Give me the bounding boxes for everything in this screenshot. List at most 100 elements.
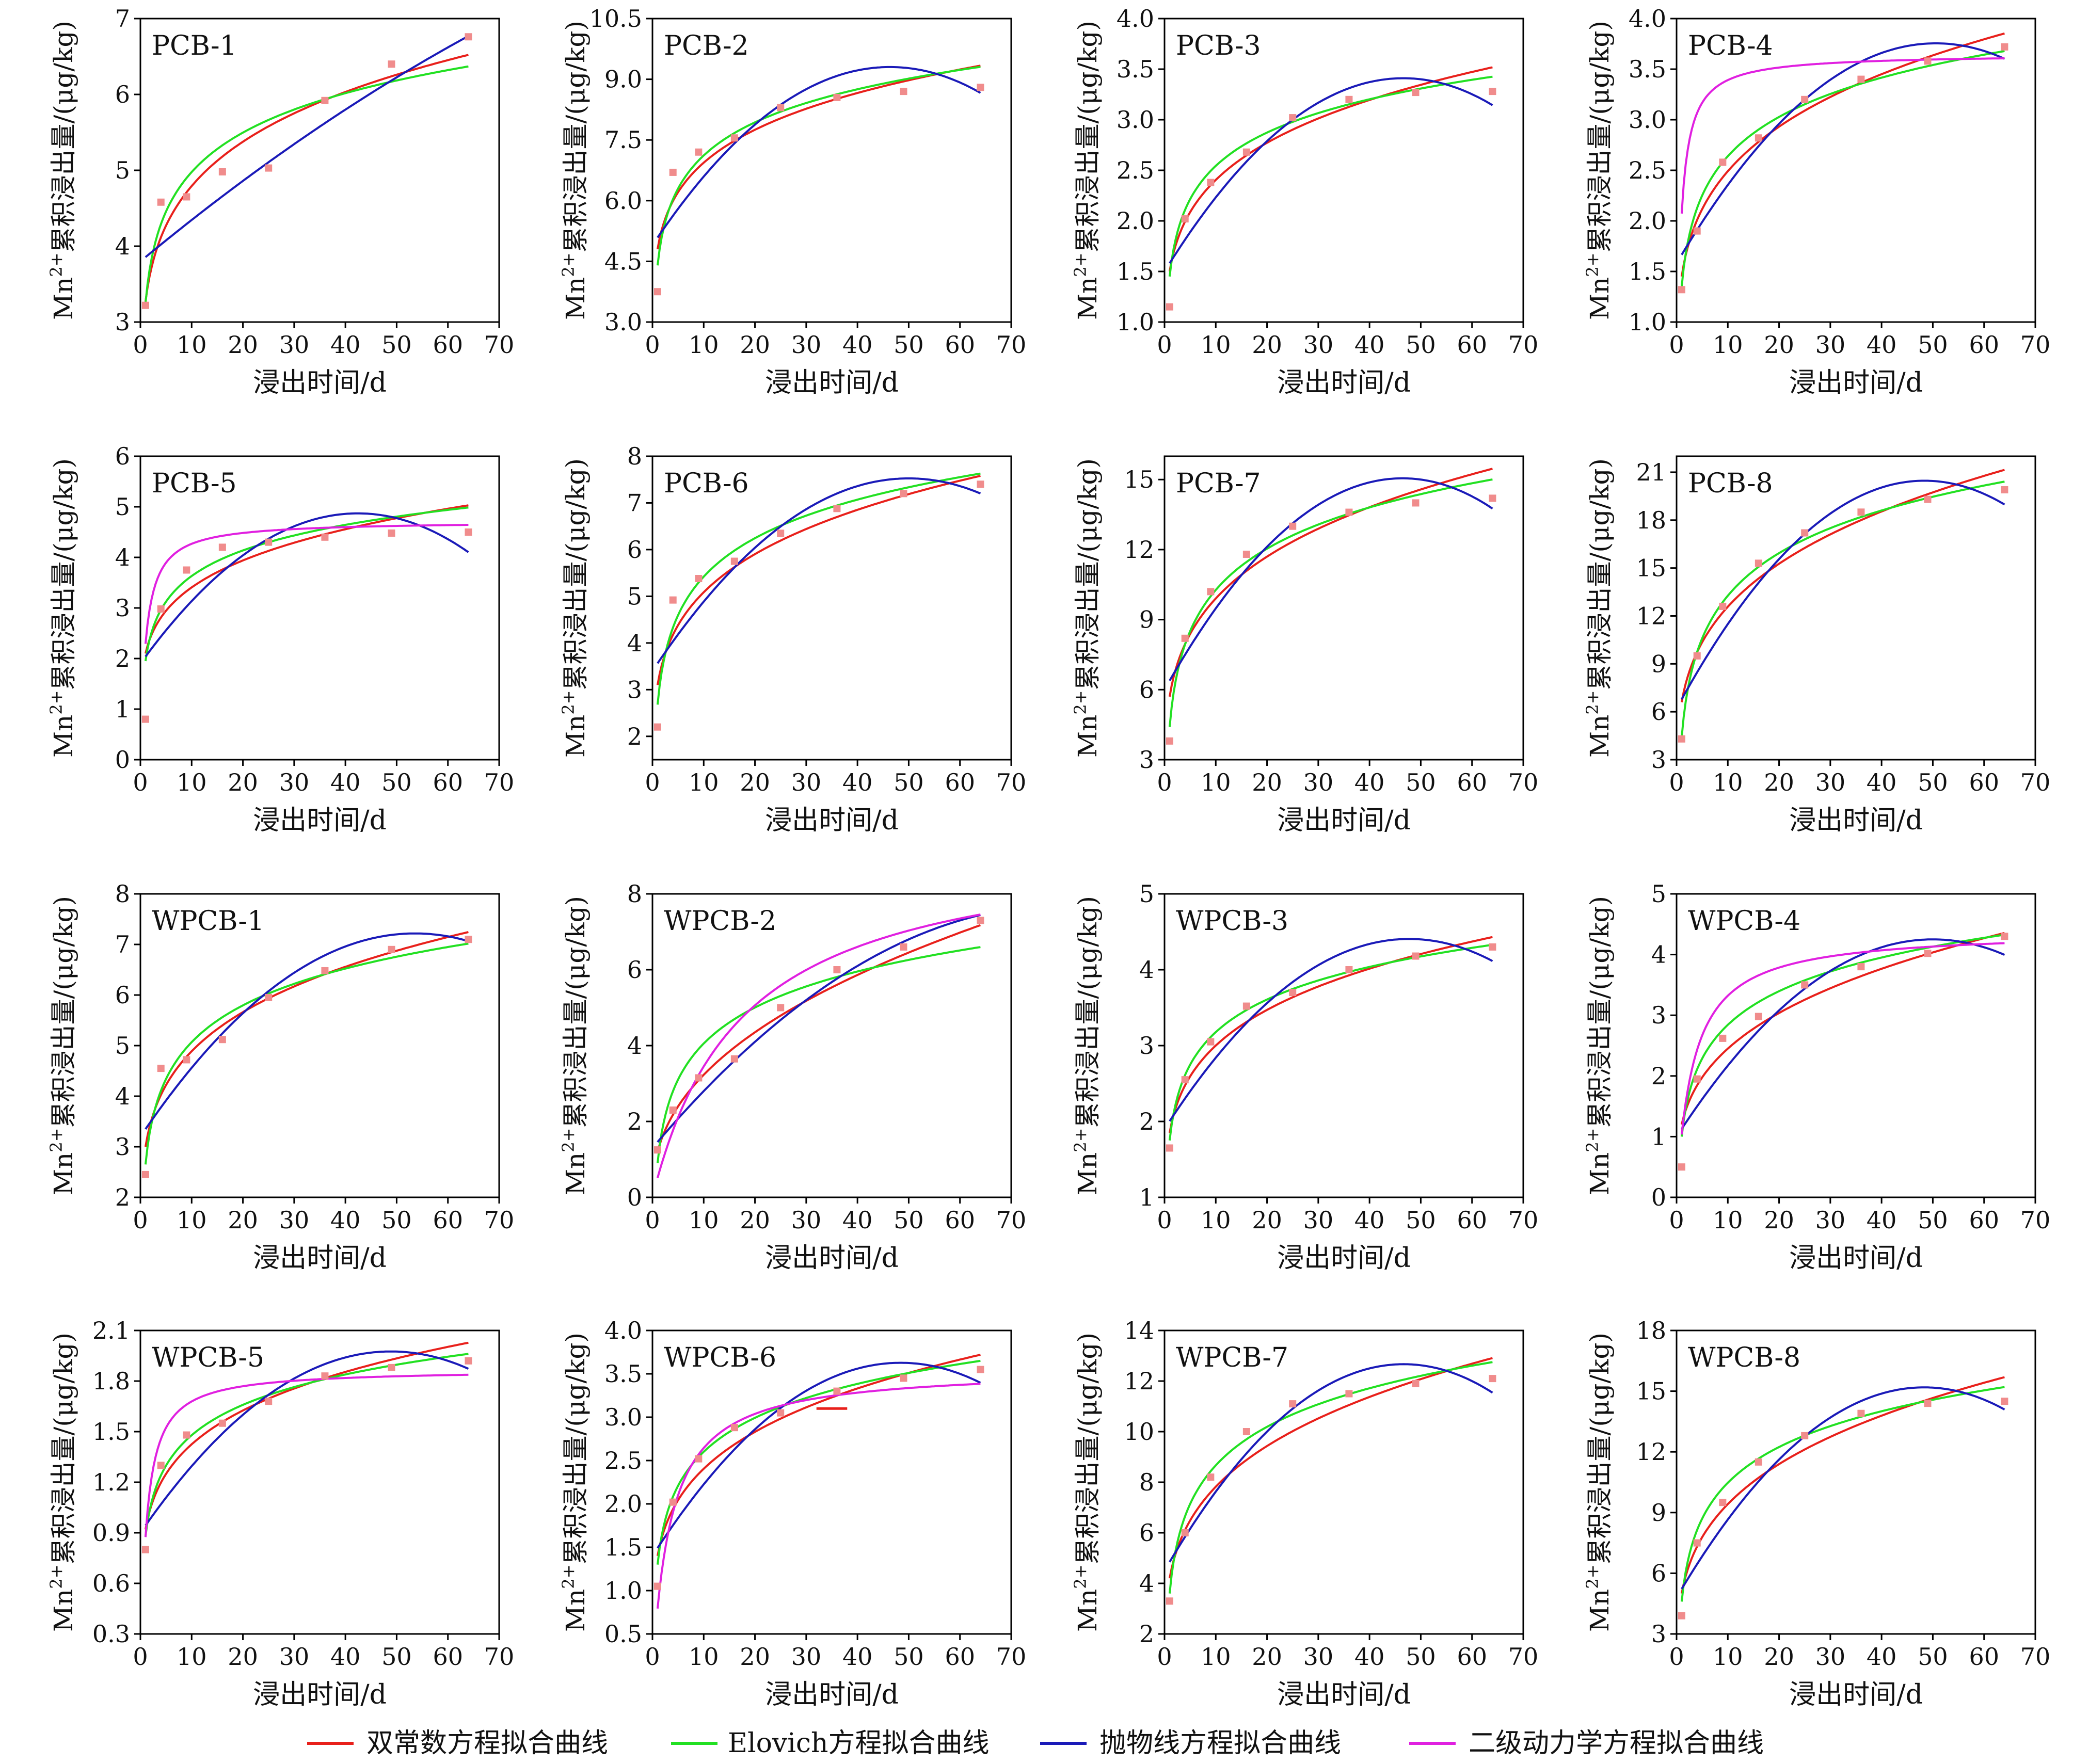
panel-title: WPCB-8 bbox=[1688, 1342, 1800, 1373]
y-tick-label: 6 bbox=[115, 442, 130, 470]
x-tick-label: 50 bbox=[1406, 1206, 1436, 1234]
x-tick-label: 0 bbox=[133, 1206, 148, 1234]
fit-curve-quad bbox=[1169, 1363, 1493, 1563]
y-tick-label: 15 bbox=[1636, 554, 1666, 582]
fit-curve-power bbox=[144, 931, 469, 1147]
y-tick-label: 7 bbox=[115, 931, 130, 958]
x-tick-label: 70 bbox=[484, 331, 515, 359]
data-point bbox=[833, 1387, 841, 1395]
x-tick-label: 40 bbox=[1867, 1206, 1897, 1234]
y-tick-label: 8 bbox=[627, 880, 642, 908]
data-point bbox=[465, 936, 472, 943]
x-tick-label: 60 bbox=[945, 331, 975, 359]
x-tick-label: 10 bbox=[1713, 768, 1743, 796]
data-point bbox=[833, 93, 841, 101]
y-axis-label: Mn2+累积浸出量/(μg/kg) bbox=[46, 21, 78, 320]
data-point bbox=[730, 134, 738, 142]
x-tick-label: 30 bbox=[791, 331, 822, 359]
data-point bbox=[1801, 981, 1809, 989]
y-tick-label: 2 bbox=[627, 1108, 642, 1135]
y-axis-label: Mn2+累积浸出量/(μg/kg) bbox=[1071, 1333, 1103, 1632]
y-tick-label: 1.5 bbox=[1117, 258, 1154, 285]
data-point bbox=[977, 84, 984, 91]
y-tick-label: 21 bbox=[1636, 458, 1666, 486]
y-tick-label: 5 bbox=[1651, 880, 1666, 908]
y-tick-label: 6 bbox=[1139, 1519, 1154, 1547]
fit-curve-log bbox=[144, 65, 469, 303]
data-point bbox=[388, 529, 395, 537]
fit-curve-quad bbox=[1169, 77, 1493, 264]
fit-curve-power bbox=[1680, 932, 2005, 1125]
data-point bbox=[777, 1004, 785, 1012]
x-tick-label: 60 bbox=[433, 768, 463, 796]
legend-label-elovich: Elovich方程拟合曲线 bbox=[728, 1728, 990, 1759]
fit-curve-pso bbox=[1680, 57, 2005, 214]
data-point bbox=[183, 1431, 190, 1439]
x-axis-label: 浸出时间/d bbox=[1789, 367, 1923, 398]
x-tick-label: 40 bbox=[842, 331, 873, 359]
x-tick-label: 40 bbox=[330, 768, 361, 796]
x-tick-label: 0 bbox=[645, 1206, 660, 1234]
y-tick-label: 7 bbox=[115, 5, 130, 33]
fit-curve-log bbox=[1168, 943, 1493, 1141]
fit-curves bbox=[1680, 32, 2005, 287]
x-tick-label: 60 bbox=[433, 331, 463, 359]
data-point bbox=[777, 104, 785, 111]
panel-pcb-7: 0 10 20 30 40 50 60 70 3 6 9 12 15 浸出时间/d Mn2+累积浸出量/(μ… bbox=[1071, 455, 1538, 836]
panel-title: PCB-3 bbox=[1176, 30, 1261, 61]
x-tick-label: 0 bbox=[1157, 1643, 1172, 1671]
fit-curve-quad bbox=[145, 35, 469, 258]
x-axis-label: 浸出时间/d bbox=[253, 367, 387, 398]
y-axis-label: Mn2+累积浸出量/(μg/kg) bbox=[559, 1333, 591, 1632]
data-point bbox=[1924, 495, 1932, 503]
y-tick-label: 3.0 bbox=[604, 308, 642, 336]
x-tick-label: 70 bbox=[2020, 1643, 2051, 1671]
data-point bbox=[777, 530, 785, 537]
data-point bbox=[695, 148, 703, 156]
x-axis-label: 浸出时间/d bbox=[253, 1243, 387, 1274]
panel-wpcb-6: 0 10 20 30 40 50 60 70 0.5 1.0 1.5 2.0 2.5 3.0 3.5 4.0 浸… bbox=[559, 1317, 1026, 1710]
data-point bbox=[1693, 652, 1701, 660]
panel-title: PCB-7 bbox=[1176, 468, 1261, 499]
plot-frame bbox=[1163, 455, 1524, 761]
y-axis-label: Mn2+累积浸出量/(μg/kg) bbox=[46, 896, 78, 1195]
y-axis-label: Mn2+累积浸出量/(μg/kg) bbox=[559, 458, 591, 758]
y-tick-label: 3 bbox=[115, 594, 130, 622]
fit-curve-log bbox=[1680, 50, 2005, 287]
x-tick-label: 30 bbox=[1815, 1643, 1846, 1671]
x-tick-label: 50 bbox=[381, 331, 412, 359]
data-point bbox=[265, 164, 273, 172]
fit-curves bbox=[1680, 932, 2005, 1137]
data-point bbox=[1289, 114, 1297, 122]
data-point bbox=[1345, 966, 1353, 973]
data-point bbox=[1678, 286, 1685, 294]
y-tick-label: 3.0 bbox=[1117, 106, 1154, 134]
y-tick-label: 0 bbox=[1651, 1183, 1666, 1211]
x-tick-label: 50 bbox=[894, 1643, 924, 1671]
y-tick-label: 2.1 bbox=[92, 1317, 130, 1344]
y-tick-label: 12 bbox=[1636, 1438, 1666, 1466]
x-tick-label: 70 bbox=[996, 1643, 1027, 1671]
fit-curve-quad bbox=[657, 66, 981, 238]
panel-title: PCB-4 bbox=[1688, 30, 1773, 61]
y-axis-label: Mn2+累积浸出量/(μg/kg) bbox=[559, 21, 591, 320]
x-tick-label: 60 bbox=[1457, 331, 1487, 359]
panel-title: WPCB-1 bbox=[152, 906, 264, 937]
data-point bbox=[1857, 508, 1865, 516]
y-axis-label: Mn2+累积浸出量/(μg/kg) bbox=[1071, 21, 1103, 320]
data-point bbox=[1924, 1400, 1932, 1407]
fit-curve-log bbox=[1680, 1386, 2005, 1602]
data-point bbox=[695, 1455, 703, 1463]
data-point bbox=[669, 1498, 677, 1506]
data-point bbox=[1207, 179, 1215, 186]
y-axis-label: Mn2+累积浸出量/(μg/kg) bbox=[46, 458, 78, 758]
plot-frame bbox=[651, 1329, 1012, 1635]
y-tick-label: 2 bbox=[627, 723, 642, 750]
x-tick-label: 40 bbox=[1354, 331, 1385, 359]
y-tick-label: 15 bbox=[1636, 1377, 1666, 1405]
data-point bbox=[1412, 499, 1420, 507]
data-point bbox=[1289, 1400, 1297, 1408]
data-point bbox=[1719, 1499, 1727, 1506]
